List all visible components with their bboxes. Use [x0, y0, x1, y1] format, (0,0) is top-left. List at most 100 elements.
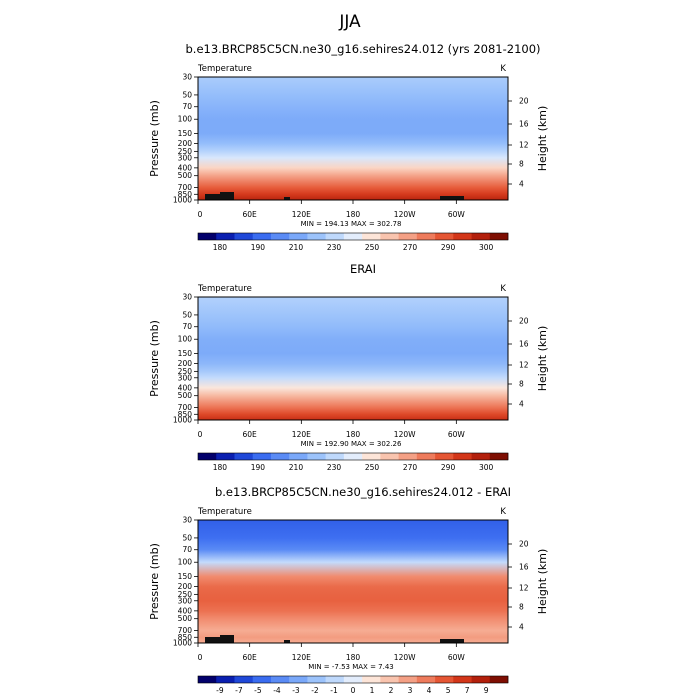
pressure-tick-label: 300 — [178, 153, 193, 162]
colorbar-swatch — [234, 233, 254, 240]
colorbar-swatch — [453, 233, 472, 240]
pressure-tick-label: 100 — [178, 558, 193, 567]
height-tick-label: 12 — [519, 584, 529, 593]
colorbar-label: -2 — [311, 686, 319, 695]
longitude-tick-label: 0 — [198, 653, 203, 662]
colorbar-swatch — [380, 676, 399, 683]
pressure-tick-label: 200 — [178, 582, 193, 591]
colorbar-frame — [197, 232, 509, 241]
colorbar-swatch — [343, 233, 363, 240]
colorbar-label: 4 — [427, 686, 432, 695]
colorbar-frame — [197, 452, 509, 461]
variable-label: Temperature — [197, 64, 252, 74]
topography-block — [284, 640, 290, 643]
pressure-tick-label: 100 — [178, 335, 193, 344]
colorbar-swatch — [307, 453, 326, 460]
pressure-tick-label: 30 — [182, 516, 192, 525]
colorbar-swatch — [489, 676, 509, 683]
colorbar-swatch — [435, 453, 454, 460]
pressure-tick-label: 400 — [178, 163, 193, 172]
colorbar-swatch — [325, 233, 345, 240]
temperature-field — [198, 77, 508, 200]
colorbar-swatch — [234, 453, 254, 460]
longitude-tick-label: 0 — [198, 430, 203, 439]
colorbar-swatch — [198, 233, 217, 240]
pressure-tick-label: 500 — [178, 171, 193, 180]
colorbar-label: 230 — [327, 463, 342, 472]
pressure-tick-label: 300 — [178, 373, 193, 382]
colorbar-label: 5 — [446, 686, 451, 695]
figure-title: JJA — [338, 12, 361, 32]
colorbar-swatch — [435, 676, 454, 683]
colorbar-swatch — [307, 233, 326, 240]
topography-block — [205, 637, 222, 643]
colorbar-swatch — [489, 233, 509, 240]
colorbar-swatch — [216, 453, 235, 460]
units-label: K — [500, 64, 506, 74]
colorbar-swatch — [270, 233, 290, 240]
variable-label: Temperature — [197, 284, 252, 294]
colorbar-label: -1 — [330, 686, 338, 695]
colorbar-swatch — [234, 676, 254, 683]
height-tick-label: 8 — [519, 160, 524, 169]
y-axis-label: Pressure (mb) — [148, 543, 161, 620]
colorbar-swatch — [416, 676, 436, 683]
topography-block — [440, 196, 464, 200]
temperature-field — [198, 520, 508, 643]
longitude-tick-label: 180 — [346, 653, 361, 662]
colorbar-swatch — [416, 233, 436, 240]
y-axis-label: Pressure (mb) — [148, 320, 161, 397]
longitude-tick-label: 60W — [448, 653, 466, 662]
colorbar-swatch — [270, 676, 290, 683]
pressure-tick-label: 250 — [178, 147, 193, 156]
colorbar-label: 3 — [408, 686, 413, 695]
colorbar-label: 290 — [441, 463, 456, 472]
colorbar-label: 270 — [403, 463, 418, 472]
units-label: K — [500, 507, 506, 517]
temperature-field — [198, 297, 508, 420]
colorbar-swatch — [289, 453, 308, 460]
pressure-tick-label: 700 — [178, 183, 193, 192]
pressure-tick-label: 30 — [182, 293, 192, 302]
colorbar-swatch — [216, 676, 235, 683]
pressure-tick-label: 100 — [178, 115, 193, 124]
colorbar-swatch — [343, 453, 363, 460]
colorbar-swatch — [471, 453, 491, 460]
panel-1: b.e13.BRCP85C5CN.ne30_g16.sehires24.012 … — [148, 42, 549, 252]
colorbar-swatch — [216, 233, 235, 240]
panel-title: b.e13.BRCP85C5CN.ne30_g16.sehires24.012 … — [215, 485, 511, 499]
colorbar-swatch — [416, 453, 436, 460]
colorbar-swatch — [398, 453, 418, 460]
colorbar-swatch — [325, 676, 345, 683]
colorbar-swatch — [453, 453, 472, 460]
colorbar-label: 290 — [441, 243, 456, 252]
topography-block — [440, 639, 464, 643]
colorbar-label: 250 — [365, 463, 380, 472]
pressure-tick-label: 400 — [178, 383, 193, 392]
right-axis-label: Height (km) — [536, 326, 549, 392]
colorbar-swatch — [380, 233, 399, 240]
colorbar-swatch — [398, 676, 418, 683]
colorbar-swatch — [343, 676, 363, 683]
colorbar-label: -9 — [216, 686, 224, 695]
colorbar-label: 1 — [370, 686, 375, 695]
longitude-tick-label: 120W — [394, 430, 416, 439]
height-tick-label: 4 — [519, 400, 524, 409]
pressure-tick-label: 1000 — [173, 639, 192, 648]
min-max-label: MIN = -7.53 MAX = 7.43 — [308, 663, 394, 671]
colorbar-swatch — [198, 676, 217, 683]
colorbar-label: -5 — [254, 686, 262, 695]
height-tick-label: 20 — [519, 317, 529, 326]
height-tick-label: 8 — [519, 603, 524, 612]
longitude-tick-label: 180 — [346, 430, 361, 439]
pressure-tick-label: 850 — [178, 633, 193, 642]
longitude-tick-label: 0 — [198, 210, 203, 219]
colorbar-label: 190 — [251, 463, 266, 472]
colorbar-swatch — [198, 453, 217, 460]
topography-block — [220, 635, 234, 643]
pressure-tick-label: 150 — [178, 129, 193, 138]
colorbar-label: 250 — [365, 243, 380, 252]
y-axis-label: Pressure (mb) — [148, 100, 161, 177]
colorbar-swatch — [252, 453, 272, 460]
